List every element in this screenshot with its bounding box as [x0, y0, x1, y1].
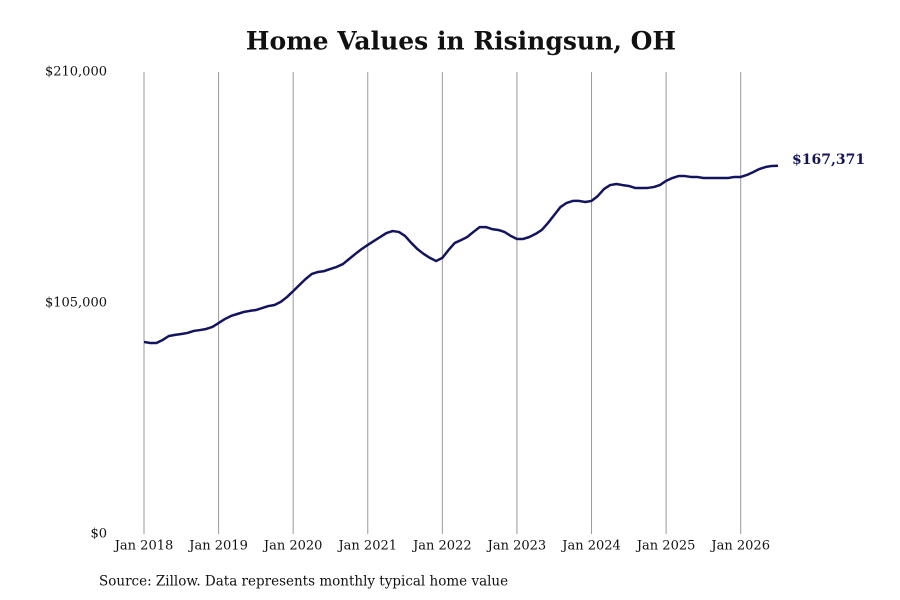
- data-line: [143, 164, 779, 345]
- x-tick-label: Jan 2024: [560, 539, 621, 554]
- x-tick-label: Jan 2019: [187, 539, 248, 554]
- chart-title: Home Values in Risingsun, OH: [246, 27, 676, 56]
- x-tick-label: Jan 2021: [336, 539, 397, 554]
- x-tick-label: Jan 2026: [709, 539, 770, 554]
- y-tick-label: $0: [90, 527, 107, 542]
- y-tick-label: $105,000: [45, 296, 107, 311]
- x-tick-label: Jan 2020: [262, 539, 323, 554]
- x-tick-label: Jan 2022: [411, 539, 472, 554]
- y-tick-label: $210,000: [45, 65, 107, 80]
- x-tick-label: Jan 2025: [635, 539, 696, 554]
- x-tick-label: Jan 2018: [113, 539, 174, 554]
- data-label: $167,371: [792, 152, 865, 168]
- source-note: Source: Zillow. Data represents monthly …: [99, 574, 508, 590]
- x-tick-label: Jan 2023: [486, 539, 547, 554]
